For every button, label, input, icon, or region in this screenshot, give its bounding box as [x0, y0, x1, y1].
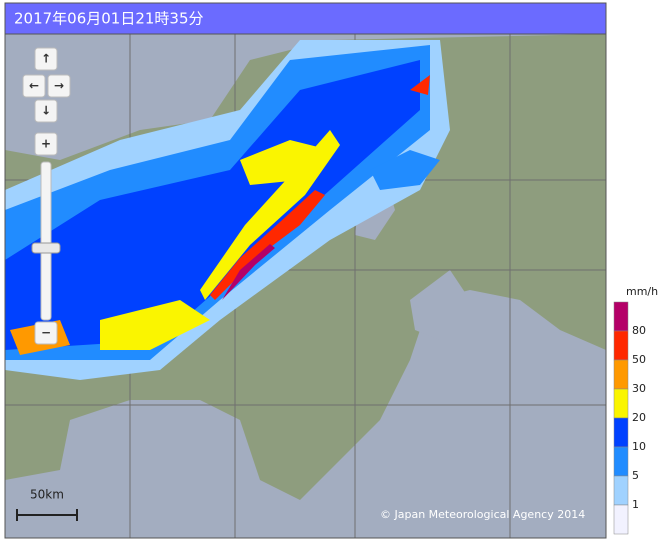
- legend: mm/h 80 50 30 20 10 5 1: [613, 285, 658, 535]
- legend-label: 30: [632, 382, 646, 395]
- zoom-slider[interactable]: [40, 161, 52, 321]
- zoom-out-button[interactable]: [34, 321, 58, 345]
- legend-label: 20: [632, 411, 646, 424]
- zoom-in-button[interactable]: [34, 132, 58, 156]
- scale-bar: [16, 509, 78, 521]
- pan-up-button[interactable]: [34, 47, 58, 71]
- legend-label: 50: [632, 353, 646, 366]
- legend-label: 10: [632, 440, 646, 453]
- pan-up-label[interactable]: ↑: [41, 52, 51, 66]
- pan-left-label[interactable]: ←: [29, 79, 39, 93]
- zoom-handle[interactable]: [31, 242, 61, 254]
- pan-down-label[interactable]: ↓: [41, 104, 51, 118]
- map-frame: [4, 33, 607, 539]
- legend-swatch: [613, 330, 629, 361]
- legend-swatch: [613, 475, 629, 506]
- zoom-out-label[interactable]: −: [41, 326, 51, 340]
- rain-area: [410, 75, 430, 95]
- legend-swatch: [613, 359, 629, 390]
- legend-label: 5: [632, 469, 639, 482]
- legend-swatch: [613, 388, 629, 419]
- legend-swatch: [613, 417, 629, 448]
- legend-unit: mm/h: [626, 285, 658, 298]
- title-bar: [4, 2, 607, 35]
- legend-label: 80: [632, 324, 646, 337]
- legend-swatch: [613, 301, 629, 332]
- rain-area: [240, 140, 330, 185]
- pan-right-label[interactable]: →: [54, 79, 64, 93]
- pan-right-button[interactable]: [47, 74, 71, 98]
- bay: [410, 270, 470, 340]
- rain-area: [5, 60, 420, 350]
- legend-label: 1: [632, 498, 639, 511]
- pan-down-button[interactable]: [34, 99, 58, 123]
- attribution: © Japan Meteorological Agency 2014: [380, 508, 585, 521]
- pan-left-button[interactable]: [22, 74, 46, 98]
- map-controls: ↑ ← → ↓ + −: [22, 47, 71, 345]
- title: 2017年06月01日21時35分: [14, 10, 204, 28]
- zoom-in-label[interactable]: +: [41, 137, 51, 151]
- rain-area: [100, 300, 210, 350]
- rain-area: [370, 150, 440, 190]
- legend-swatch: [613, 504, 629, 535]
- rain-area: [222, 244, 275, 300]
- legend-swatch: [613, 446, 629, 477]
- scale-label: 50km: [30, 488, 64, 502]
- island: [5, 390, 70, 480]
